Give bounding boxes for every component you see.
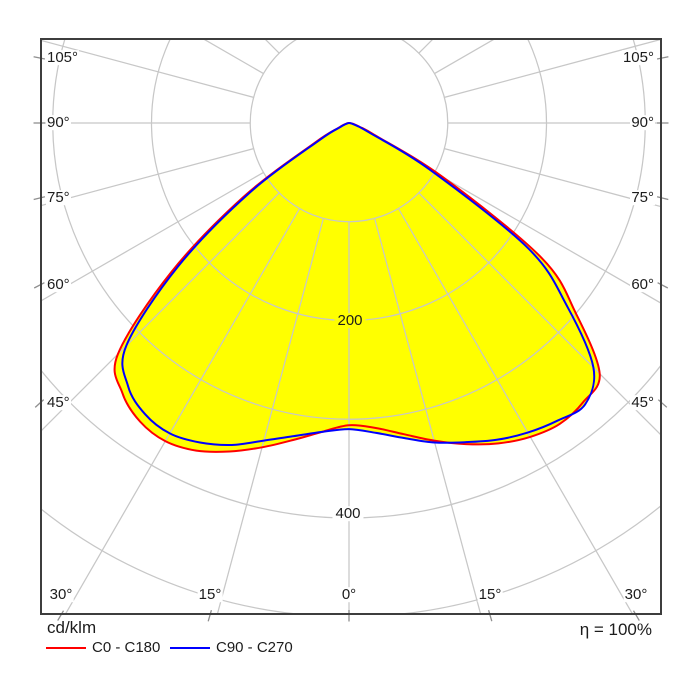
legend-item-c0-c180: C0 - C180 (46, 640, 160, 655)
legend-label-c0-c180: C0 - C180 (92, 639, 161, 656)
angle-label-bottom-4-30: 30° (623, 586, 649, 604)
angle-label-right-105: 105° (621, 49, 655, 67)
angle-label-left-60: 60° (46, 276, 71, 294)
angle-label-left-75: 75° (46, 189, 71, 207)
angle-label-right-60: 60° (630, 276, 655, 294)
angle-label-right-45: 45° (630, 394, 655, 412)
legend-item-c90-c270: C90 - C270 (170, 640, 293, 655)
angle-label-bottom-1-15: 15° (197, 586, 223, 604)
angle-label-bottom-3-15: 15° (477, 586, 503, 604)
angle-label-bottom-0-30: 30° (48, 586, 74, 604)
angle-label-bottom-2-0: 0° (340, 586, 358, 604)
angle-label-right-75: 75° (630, 189, 655, 207)
angle-label-right-90: 90° (630, 114, 655, 132)
ring-label-200: 200 (334, 313, 366, 329)
legend-line-red-icon (46, 646, 86, 649)
ring-label-400: 400 (332, 506, 364, 522)
efficiency-label: η = 100% (579, 620, 652, 639)
legend-line-blue-icon (170, 646, 210, 649)
angle-label-left-90: 90° (46, 114, 71, 132)
angle-label-left-105: 105° (46, 49, 80, 67)
angle-label-left-45: 45° (46, 394, 71, 412)
legend-label-c90-c270: C90 - C270 (216, 639, 293, 656)
units-label: cd/klm (47, 618, 97, 637)
